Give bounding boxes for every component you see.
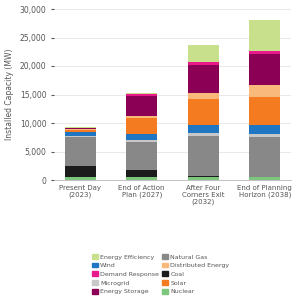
Y-axis label: Installed Capacity (MW): Installed Capacity (MW): [5, 49, 14, 140]
Bar: [188, 45, 219, 62]
Bar: [188, 176, 219, 177]
Legend: Energy Efficiency, Wind, Demand Response, Microgrid, Energy Storage, Natural Gas: Energy Efficiency, Wind, Demand Response…: [89, 251, 232, 297]
Bar: [249, 177, 280, 180]
Bar: [249, 20, 280, 51]
Bar: [249, 134, 280, 137]
Bar: [65, 128, 96, 129]
Bar: [126, 118, 157, 134]
Bar: [65, 129, 96, 130]
Bar: [126, 142, 157, 170]
Bar: [188, 177, 219, 180]
Bar: [249, 97, 280, 125]
Bar: [65, 166, 96, 177]
Bar: [249, 54, 280, 86]
Bar: [188, 125, 219, 133]
Bar: [188, 93, 219, 99]
Bar: [249, 51, 280, 54]
Bar: [126, 177, 157, 180]
Bar: [126, 170, 157, 177]
Bar: [126, 94, 157, 96]
Bar: [188, 99, 219, 125]
Bar: [188, 65, 219, 93]
Bar: [126, 140, 157, 142]
Bar: [188, 62, 219, 65]
Bar: [65, 130, 96, 131]
Bar: [188, 136, 219, 176]
Bar: [65, 137, 96, 166]
Bar: [65, 177, 96, 180]
Bar: [249, 137, 280, 177]
Bar: [126, 96, 157, 116]
Bar: [188, 133, 219, 136]
Bar: [126, 116, 157, 118]
Bar: [65, 136, 96, 137]
Bar: [249, 125, 280, 134]
Bar: [249, 85, 280, 97]
Bar: [126, 134, 157, 140]
Bar: [126, 93, 157, 94]
Bar: [65, 131, 96, 136]
